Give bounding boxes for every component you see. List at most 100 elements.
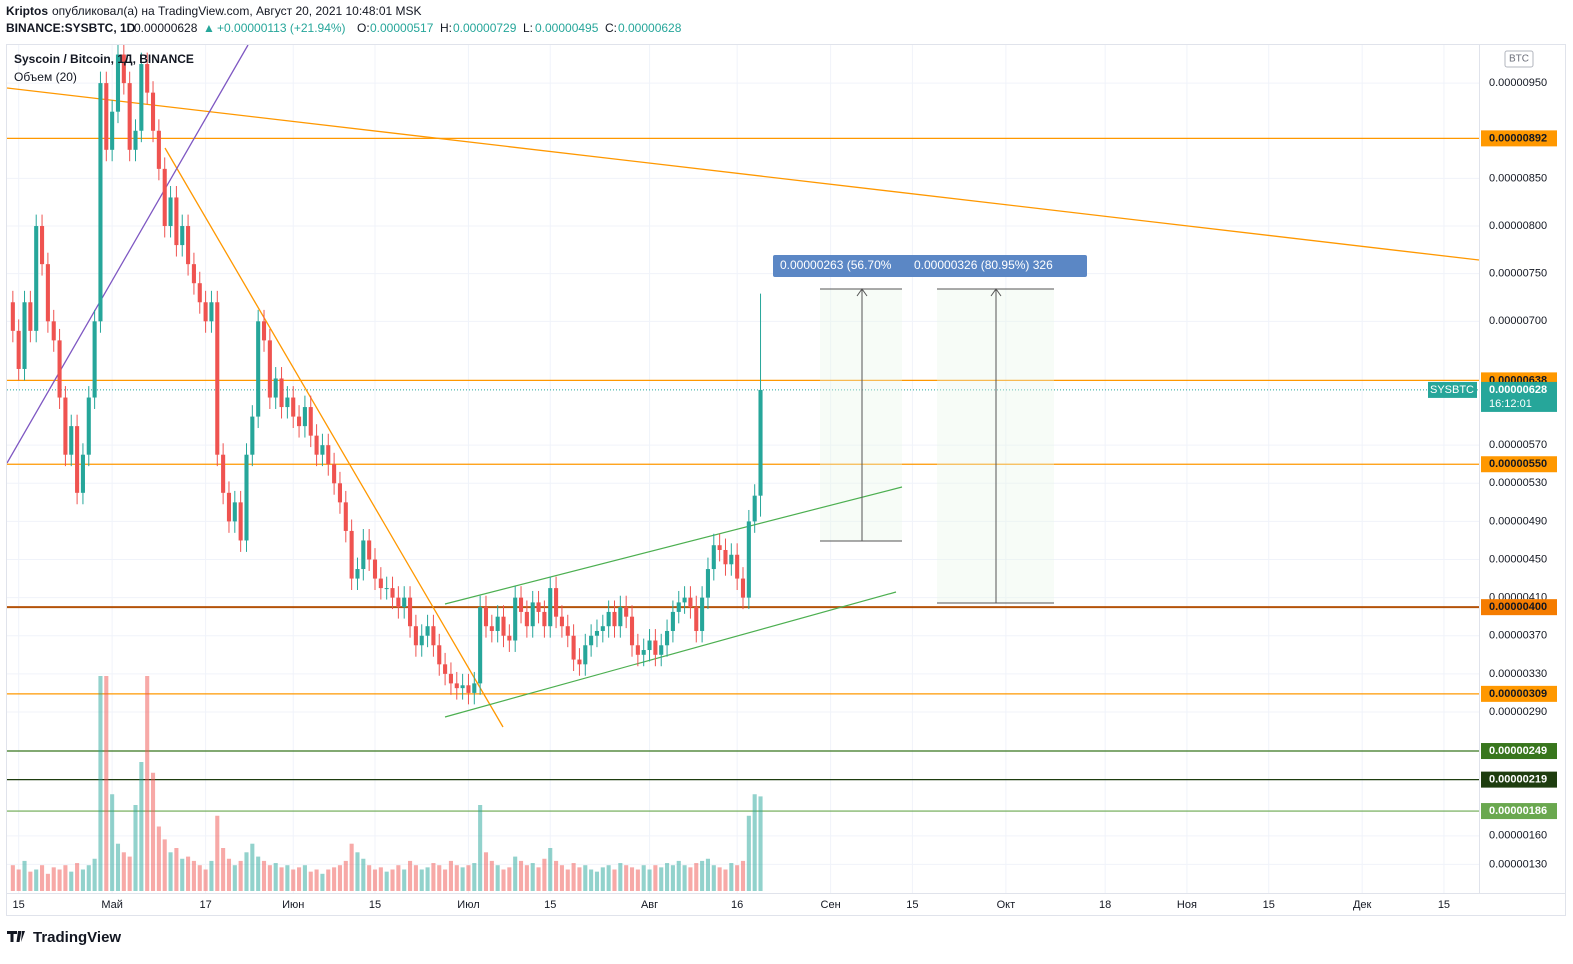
h-label: H:	[440, 21, 452, 35]
candle-body	[115, 54, 121, 112]
candle-body	[162, 168, 167, 227]
volume-bar	[232, 865, 237, 891]
candle-body	[285, 397, 290, 408]
candle-body	[758, 389, 763, 496]
x-tick-label: 15	[906, 899, 918, 911]
volume-bar	[758, 796, 763, 891]
x-tick-label: 18	[1099, 899, 1111, 911]
candle-body	[22, 302, 27, 369]
candle-body	[191, 264, 196, 284]
l-value: 0.00000495	[535, 21, 599, 35]
candle-body	[51, 321, 56, 341]
volume-bar	[600, 867, 605, 891]
drawings	[7, 45, 1479, 728]
volume-bar	[518, 860, 524, 891]
volume-bar	[139, 762, 144, 891]
volume-bar	[752, 794, 757, 891]
candle-body	[402, 597, 407, 608]
candle-body	[489, 626, 494, 631]
candle-body	[16, 330, 21, 369]
volume-bar	[594, 871, 600, 891]
volume-bar	[63, 865, 68, 891]
volume-bar	[524, 865, 529, 891]
volume-bar	[34, 869, 39, 891]
volume-bar	[104, 676, 109, 891]
x-tick-label: Авг	[641, 899, 658, 911]
y-tick-label: 0.00000290	[1489, 706, 1547, 718]
candle-body	[437, 645, 442, 665]
x-tick-label: Окт	[997, 899, 1016, 911]
candle-body	[682, 597, 687, 603]
annotation: 0.00000326 (80.95%) 326	[914, 258, 1053, 272]
candle-body	[273, 378, 278, 398]
volume-bar	[431, 863, 436, 891]
volume-bar	[326, 869, 331, 891]
volume-bar	[647, 869, 652, 891]
x-tick-label: 17	[199, 899, 211, 911]
volume-bar	[571, 863, 576, 891]
volume-bar	[659, 867, 664, 891]
symbol: BINANCE:SYSBTC, 1D	[6, 21, 136, 35]
level-label-box	[1481, 685, 1557, 702]
volume	[10, 676, 763, 891]
y-tick-label: 0.00000370	[1489, 630, 1547, 642]
candle-body	[478, 607, 483, 684]
candle-body	[571, 635, 576, 660]
volume-bar	[121, 852, 126, 891]
volume-bar	[162, 839, 167, 891]
volume-bar	[425, 867, 430, 891]
candle-body	[618, 607, 623, 627]
volume-bar	[746, 815, 751, 891]
candle-body	[80, 454, 85, 493]
candle-body	[378, 578, 383, 589]
y-tick-label: 0.00000130	[1489, 858, 1547, 870]
volume-bar	[197, 865, 202, 891]
volume-bar	[483, 852, 489, 891]
candle-body	[670, 611, 675, 631]
candle-body	[460, 685, 465, 689]
arrow: ▲	[203, 21, 215, 35]
candle-body	[232, 502, 237, 522]
candle-body	[735, 554, 740, 579]
volume-bar	[361, 858, 366, 891]
candle-body	[518, 597, 524, 612]
volume-bar	[740, 860, 746, 891]
last-name-box	[1428, 381, 1477, 398]
candle-body	[267, 340, 272, 398]
volume-bar	[723, 869, 728, 891]
annotation-box	[908, 255, 1087, 277]
volume-bar	[577, 867, 582, 891]
candle-body	[717, 545, 722, 550]
volume-bar	[127, 856, 132, 891]
l-label: L:	[523, 21, 533, 35]
o-label: O:	[357, 21, 370, 35]
candle-body	[203, 302, 208, 322]
volume-bar	[174, 848, 179, 891]
volume-bar	[367, 865, 372, 891]
c-value: 0.00000628	[618, 21, 682, 35]
last-price: 0.00000628	[1489, 384, 1547, 396]
candle-body	[700, 597, 705, 631]
candle-body	[75, 426, 80, 493]
candle-body	[355, 569, 360, 579]
volume-bar	[69, 871, 74, 891]
candles	[10, 45, 763, 705]
volume-bar	[320, 873, 325, 891]
candle-body	[635, 645, 640, 655]
levels	[7, 137, 1479, 812]
channel-line	[444, 486, 903, 605]
x-tick-label: Ноя	[1177, 899, 1197, 911]
volume-bar	[472, 863, 477, 891]
volume-bar	[285, 865, 290, 891]
candle-body	[495, 616, 500, 631]
volume-bar	[589, 869, 594, 891]
volume-bar	[98, 676, 103, 891]
volume-bar	[530, 863, 535, 891]
volume-bar	[291, 869, 296, 891]
candle-body	[110, 111, 115, 150]
volume-bar	[513, 856, 518, 891]
volume-bar	[653, 865, 658, 891]
candle-body	[145, 64, 150, 93]
x-tick-label: 15	[1263, 899, 1275, 911]
candle-body	[723, 549, 728, 565]
